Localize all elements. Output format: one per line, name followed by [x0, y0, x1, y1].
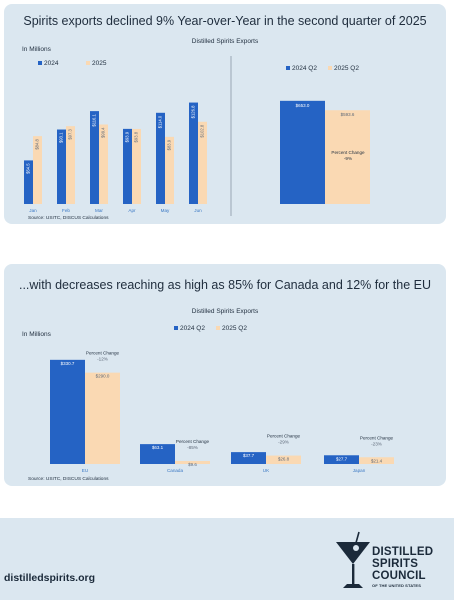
q2-percent-change-label: Percent Change	[331, 150, 365, 155]
bottom-headline: ...with decreases reaching as high as 85…	[18, 278, 432, 292]
x-tick-Canada: Canada	[167, 468, 184, 473]
bar-2024-Jun	[189, 102, 198, 204]
x-tick-Mar: Mar	[95, 208, 103, 213]
country-unit-label: In Millions	[22, 331, 52, 338]
monthly-chart-title: Distilled Spirits Exports	[192, 38, 259, 45]
data-label-2025-Mar: $99.4	[101, 127, 106, 138]
bar-2024-Q2-Japan	[324, 455, 359, 464]
logo-text-subtitle: OF THE UNITED STATES	[372, 583, 421, 588]
percent-change-value-EU: -12%	[97, 357, 108, 362]
bar-2025-Q2-EU	[85, 372, 120, 464]
percent-change-value-Japan: -23%	[371, 441, 382, 446]
q2-percent-change-value: -9%	[344, 156, 352, 161]
martini-glass-icon	[336, 531, 370, 588]
data-label-2024-Q2-UK: $37.7	[243, 453, 255, 458]
top-charts: Distilled Spirits Exports In Millions 2024…	[22, 38, 370, 221]
bar-2025-Q2-Japan	[359, 457, 394, 464]
data-label-2024-Jan: $54.5	[26, 163, 31, 174]
logo-text-distilled: DISTILLED	[372, 546, 434, 558]
bar-2025-Jan	[33, 136, 42, 204]
bar-2024-Mar	[90, 111, 99, 204]
site-url-link[interactable]: distilledspirits.org	[4, 572, 96, 584]
legend-2024-q2: 2024 Q2	[292, 65, 317, 72]
data-label-2025-Q2: $593.6	[341, 112, 355, 117]
x-tick-Japan: Japan	[353, 468, 366, 473]
top-source-note: Source: USITC, DISCUS Calculations	[28, 215, 109, 221]
x-tick-EU: EU	[82, 468, 88, 473]
legend-country-2025-q2: 2025 Q2	[222, 325, 247, 332]
monthly-unit-label: In Millions	[22, 46, 52, 53]
top-headline: Spirits exports declined 9% Year-over-Ye…	[23, 14, 427, 28]
percent-change-value-Canada: -85%	[187, 445, 198, 450]
bar-2025-Q2	[325, 110, 370, 204]
bar-2025-Q2-UK	[266, 455, 301, 464]
bottom-panel: ...with decreases reaching as high as 85…	[4, 264, 446, 486]
bar-2024-Q2-EU	[50, 359, 85, 464]
bottom-source-note: Source: USITC, DISCUS Calculations	[28, 476, 109, 482]
logo-text-council: COUNCIL	[372, 570, 426, 582]
legend-2024-q2-swatch	[286, 66, 290, 70]
bar-2025-Feb	[66, 126, 75, 204]
data-label-2024-Apr: $93.9	[125, 131, 130, 142]
legend-2024-swatch	[38, 61, 42, 65]
data-label-2025-Q2-UK: $26.8	[278, 457, 290, 462]
legend-country-2025-q2-swatch	[216, 326, 220, 330]
data-label-2024-May: $114.0	[158, 115, 163, 128]
percent-change-label-Japan: Percent Change	[360, 435, 394, 440]
x-tick-Feb: Feb	[62, 208, 70, 213]
data-label-2024-Q2-Canada: $63.1	[152, 445, 164, 450]
legend-2024: 2024	[44, 60, 59, 67]
data-label-2025-Apr: $93.8	[134, 131, 139, 142]
legend-2025-swatch	[86, 61, 90, 65]
bottom-chart: Distilled Spirits Exports In Millions 2024…	[22, 308, 394, 482]
x-tick-UK: UK	[263, 468, 270, 473]
bar-2024-Q2-Canada	[140, 444, 175, 464]
bar-2025-Jun	[198, 121, 207, 204]
percent-change-label-Canada: Percent Change	[176, 439, 210, 444]
data-label-2024-Q2-EU: $330.7	[61, 361, 75, 366]
bar-2024-Q2-UK	[231, 452, 266, 464]
data-label-2024-Feb: $93.1	[59, 132, 64, 143]
data-label-2025-Jun: $102.8	[200, 124, 205, 137]
x-tick-Apr: Apr	[128, 208, 136, 213]
data-label-2025-Q2-EU: $290.0	[96, 374, 110, 379]
legend-2025-q2-swatch	[328, 66, 332, 70]
country-chart-title: Distilled Spirits Exports	[192, 308, 259, 315]
data-label-2024-Mar: $116.1	[92, 113, 97, 126]
legend-2025-q2: 2025 Q2	[334, 65, 359, 72]
data-label-2025-May: $83.9	[167, 139, 172, 150]
data-label-2025-Jan: $84.8	[35, 138, 40, 149]
x-tick-Jan: Jan	[29, 208, 37, 213]
bar-2024-Jan	[24, 160, 33, 204]
bar-2025-Apr	[132, 128, 141, 204]
bar-2024-May	[156, 112, 165, 204]
bar-2025-May	[165, 136, 174, 204]
bar-2025-Mar	[99, 124, 108, 204]
percent-change-label-UK: Percent Change	[267, 434, 301, 439]
data-label-2024-Jun: $126.8	[191, 105, 196, 118]
data-label-2025-Feb: $97.3	[68, 128, 73, 139]
x-tick-Jun: Jun	[194, 208, 202, 213]
bar-2024-Q2	[280, 100, 325, 204]
legend-country-2024-q2: 2024 Q2	[180, 325, 205, 332]
percent-change-value-UK: -29%	[278, 440, 289, 445]
top-panel: Spirits exports declined 9% Year-over-Ye…	[4, 4, 446, 224]
data-label-2025-Q2-Japan: $21.4	[371, 458, 383, 463]
logo-text-spirits: SPIRITS	[372, 558, 419, 570]
x-tick-May: May	[161, 208, 170, 213]
data-label-2024-Q2: $653.0	[296, 103, 310, 108]
legend-2025: 2025	[92, 60, 107, 67]
percent-change-label-EU: Percent Change	[86, 351, 120, 356]
data-label-2024-Q2-Japan: $27.7	[336, 456, 348, 461]
legend-country-2024-q2-swatch	[174, 326, 178, 330]
bar-2024-Feb	[57, 129, 66, 204]
footer: distilledspirits.org DISTILLED SPIRITS C…	[0, 518, 454, 600]
data-label-2025-Q2-Canada: $9.6	[188, 462, 197, 467]
bar-2024-Apr	[123, 128, 132, 204]
bar-2025-Q2-Canada	[175, 460, 210, 464]
